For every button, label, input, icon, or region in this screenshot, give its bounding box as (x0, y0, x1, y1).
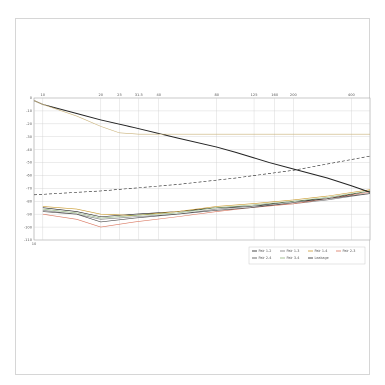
legend-label: Pair 2-4 (259, 256, 272, 260)
x-tick-label: 125 (251, 93, 258, 97)
x-tick-label: 200 (290, 93, 298, 97)
x-tick-label: 160 (271, 93, 279, 97)
series-line-6 (33, 100, 371, 193)
y-tick-label: -80 (26, 199, 33, 203)
x-tick-label: 80 (214, 93, 219, 97)
x-tick-label: 40 (156, 93, 161, 97)
legend-label: Leakage (315, 256, 329, 260)
legend-label: Pair 2-3 (343, 249, 356, 253)
x-tick-label: 10 (41, 93, 46, 97)
series-line-8 (33, 100, 370, 135)
y-tick-label: -40 (26, 148, 33, 152)
series-line-3 (42, 191, 371, 228)
y-tick-label: -60 (26, 174, 33, 178)
x-tick-label: 31.5 (135, 93, 143, 97)
y-tick-label: -70 (26, 187, 33, 191)
y-tick-label: -50 (26, 161, 33, 165)
x-tick-label: 400 (348, 93, 356, 97)
series-line-4 (42, 193, 371, 223)
series-line-0 (42, 190, 371, 218)
y-tick-label: -90 (26, 212, 33, 216)
y-tick-label: -20 (26, 122, 33, 126)
x-tick-label: 25 (117, 93, 122, 97)
y-tick-label: 0 (30, 96, 33, 100)
y-tick-label: -30 (26, 135, 33, 139)
x-tick-label: 20 (98, 93, 103, 97)
legend-label: Pair 1-2 (259, 249, 272, 253)
series-line-1 (42, 193, 371, 220)
legend-label: Pair 1-3 (287, 249, 300, 253)
y-tick-label: -10 (26, 109, 33, 113)
series-line-2 (42, 189, 371, 216)
y-tick-label: -100 (24, 225, 33, 229)
legend-label: Pair 3-4 (287, 256, 300, 260)
legend-label: Pair 1-4 (315, 249, 328, 253)
x-axis-start-label: 10 (32, 242, 37, 246)
series-line-5 (42, 190, 371, 219)
y-tick-label: -110 (24, 238, 33, 242)
series-line-7 (33, 155, 371, 196)
